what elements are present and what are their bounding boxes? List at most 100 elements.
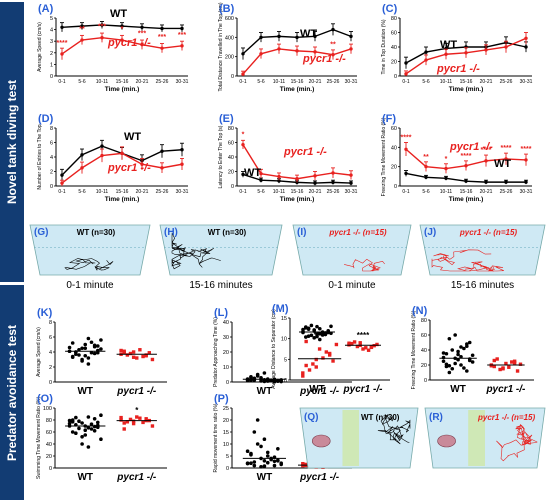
x-tick-label-A-5: 25-26 [156,79,169,85]
chart-N: 0 20 40 60 80 Freezing Time Movement Ratio (%… [411,305,534,395]
x-tick-label-B-3: 15-16 [291,79,304,85]
data-point-A-1-2 [100,36,104,40]
track-title-J: pycr1 -/- (n=15) [459,228,517,237]
scatter-point-N-0-21 [462,366,466,370]
series-label-mut-E: pycr1 -/- [283,146,327,158]
tank-I [292,224,412,276]
scatter-point-P-0-5 [276,447,280,451]
data-point-E-0-5 [331,180,335,185]
category-label-O-0: WT [77,472,93,483]
scatter-point-M-0-28 [306,327,311,331]
y-axis-label-E: Latency to Enter The Top (s) [218,125,224,188]
data-point-B-0-0 [241,52,245,56]
scatter-point-M-0-7 [318,331,322,336]
x-tick-label-D-4: 20-21 [136,189,149,195]
scatter-point-K-0-28 [74,350,78,354]
data-point-A-1-6 [180,44,184,48]
tank-J [419,224,546,276]
scatter-point-M-0-12 [312,336,317,340]
scatter-point-N-0-16 [467,340,472,345]
scatter-point-O-0-26 [83,428,88,433]
data-point-E-1-0 [241,142,245,147]
significance-A-5: *** [158,34,166,41]
scatter-point-M-1-14 [350,342,354,346]
scatter-point-L-1-10 [324,350,329,354]
scatter-point-N-1-6 [495,357,499,361]
y-tick-label-E-3: 60 [228,141,234,147]
y-tick-label-L-2: 20 [223,350,229,356]
scatter-point-K-1-14 [122,351,126,355]
trajectory-J [431,249,504,272]
y-tick-label-B-3: 600 [225,16,234,22]
category-label-P-1: pycr1 -/- [299,472,340,483]
data-point-F-0-5 [504,180,508,184]
scatter-point-O-1-6 [125,420,130,424]
y-tick-label-E-0: 0 [231,184,234,190]
scatter-point-N-1-3 [492,364,496,369]
significance-A-2: *** [98,24,106,31]
y-tick-label-N-2: 40 [421,348,427,354]
scatter-point-M-0-23 [312,328,317,332]
y-tick-label-M-0: 0 [284,378,287,384]
x-tick-label-A-4: 20-21 [136,79,149,85]
significance-O-1: * [135,406,139,415]
scatter-point-O-0-16 [95,420,100,425]
significance-F-3: **** [461,153,472,160]
panel-letter-K: (K) [37,307,53,319]
x-tick-label-C-2: 10-11 [440,79,453,85]
scatter-point-K-0-15 [83,342,88,347]
data-point-A-1-0 [60,52,64,56]
scatter-point-P-0-28 [252,430,257,434]
scatter-point-O-0-2 [92,429,97,433]
x-axis-label-E: Time (min.) [280,196,315,203]
scatter-point-P-0-25 [249,453,253,457]
y-tick-label-K-4: 8 [49,320,52,326]
significance-F-0: **** [401,135,412,142]
data-point-D-1-5 [160,166,164,170]
scatter-point-L-1-14 [304,363,308,368]
scatter-point-K-0-20 [77,353,81,357]
y-tick-label-K-2: 4 [49,350,52,356]
scatter-point-K-0-2 [92,351,97,356]
scatter-point-O-0-27 [95,423,100,428]
x-tick-label-E-3: 15-16 [291,189,304,195]
data-point-F-1-2 [444,166,448,171]
predator-title-Q: WT (n=30) [361,413,400,422]
scatter-point-P-0-19 [279,461,284,466]
y-tick-label-O-5: 100 [43,406,52,412]
scatter-point-P-0-7 [265,454,270,458]
x-axis-label-D: Time (min.) [105,196,140,203]
y-tick-label-C-0: 0 [394,74,397,80]
scatter-point-O-0-11 [67,421,72,426]
x-tick-label-B-2: 10-11 [273,79,286,85]
y-tick-label-A-2: 2 [50,51,53,57]
y-tick-label-F-1: 20 [391,165,397,171]
scatter-point-M-0-18 [318,326,322,331]
y-axis-label-A: Average Speed (cm/s) [37,22,43,72]
track-panel-H: WT (n=30) (H) 15-16 minutes [159,224,283,291]
data-point-E-0-2 [277,179,281,183]
scatter-point-L-1-5 [331,359,335,363]
panel-letter-B: (B) [219,3,235,15]
scatter-point-N-1-12 [501,366,505,370]
panel-letter-M: (M) [272,303,289,315]
scatter-point-N-0-0 [441,355,446,360]
x-tick-label-C-6: 30-31 [520,79,533,85]
panel-letter-R: (R) [429,412,443,423]
track-title-I: pycr1 -/- (n=15) [328,228,386,237]
data-point-D-1-0 [60,181,64,185]
scatter-point-N-1-10 [510,360,514,364]
chart-K: 0 2 4 6 8 Average Speed (cm/s) (K) WT pycr1 -/- [36,307,167,397]
y-tick-label-A-4: 4 [50,28,53,34]
predator-fish-icon-R [437,434,456,448]
scatter-point-N-0-20 [450,348,455,352]
scatter-point-K-0-9 [77,347,81,352]
data-point-C-1-0 [404,72,408,76]
data-point-B-0-3 [295,35,299,40]
scatter-point-K-0-1 [80,346,84,351]
sidebar-predator: Predator avoidance test [0,285,24,500]
x-tick-label-C-1: 5-6 [422,79,429,85]
panel-letter-Q: (Q) [304,412,318,423]
significance-E-0: * [242,132,245,139]
